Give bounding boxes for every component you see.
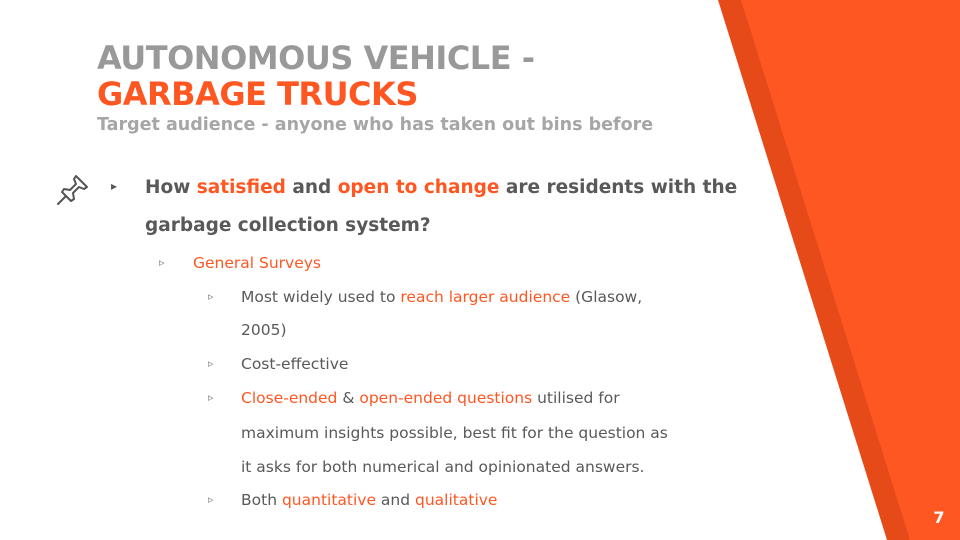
sub-bullet-marker: ▹ <box>159 256 165 269</box>
title-line-2: GARBAGE TRUCKS <box>97 75 418 113</box>
point-3-line-3: it asks for both numerical and opinionat… <box>241 458 645 476</box>
slide-title: AUTONOMOUS VEHICLE - GARBAGE TRUCKS <box>97 39 535 113</box>
highlight-open-to-change: open to change <box>337 177 500 198</box>
orange-panel <box>741 0 960 540</box>
sub-bullet-marker: ▹ <box>208 290 214 303</box>
point-2: Cost-effective <box>241 355 349 373</box>
point-3-line-1: Close-ended & open-ended questions utili… <box>241 389 620 407</box>
title-line-1: AUTONOMOUS VEHICLE - <box>97 39 535 77</box>
point-3-line-2: maximum insights possible, best fit for … <box>241 424 668 442</box>
subtitle: Target audience - anyone who has taken o… <box>97 115 654 135</box>
question-line-1: How satisfied and open to change are res… <box>145 177 738 198</box>
sub-bullet-marker: ▹ <box>208 357 214 370</box>
pushpin-icon <box>57 175 88 205</box>
bullet-marker: ▸ <box>111 179 118 193</box>
point-1-line-2: 2005) <box>241 321 287 339</box>
question-line-2: garbage collection system? <box>145 215 431 236</box>
point-1-line-1: Most widely used to reach larger audienc… <box>241 288 643 306</box>
highlight-satisfied: satisfied <box>196 177 286 198</box>
method-general-surveys: General Surveys <box>193 254 322 272</box>
sub-bullet-marker: ▹ <box>208 493 214 506</box>
page-number: 7 <box>933 508 945 527</box>
sub-bullet-marker: ▹ <box>208 391 214 404</box>
point-4: Both quantitative and qualitative <box>241 491 498 509</box>
